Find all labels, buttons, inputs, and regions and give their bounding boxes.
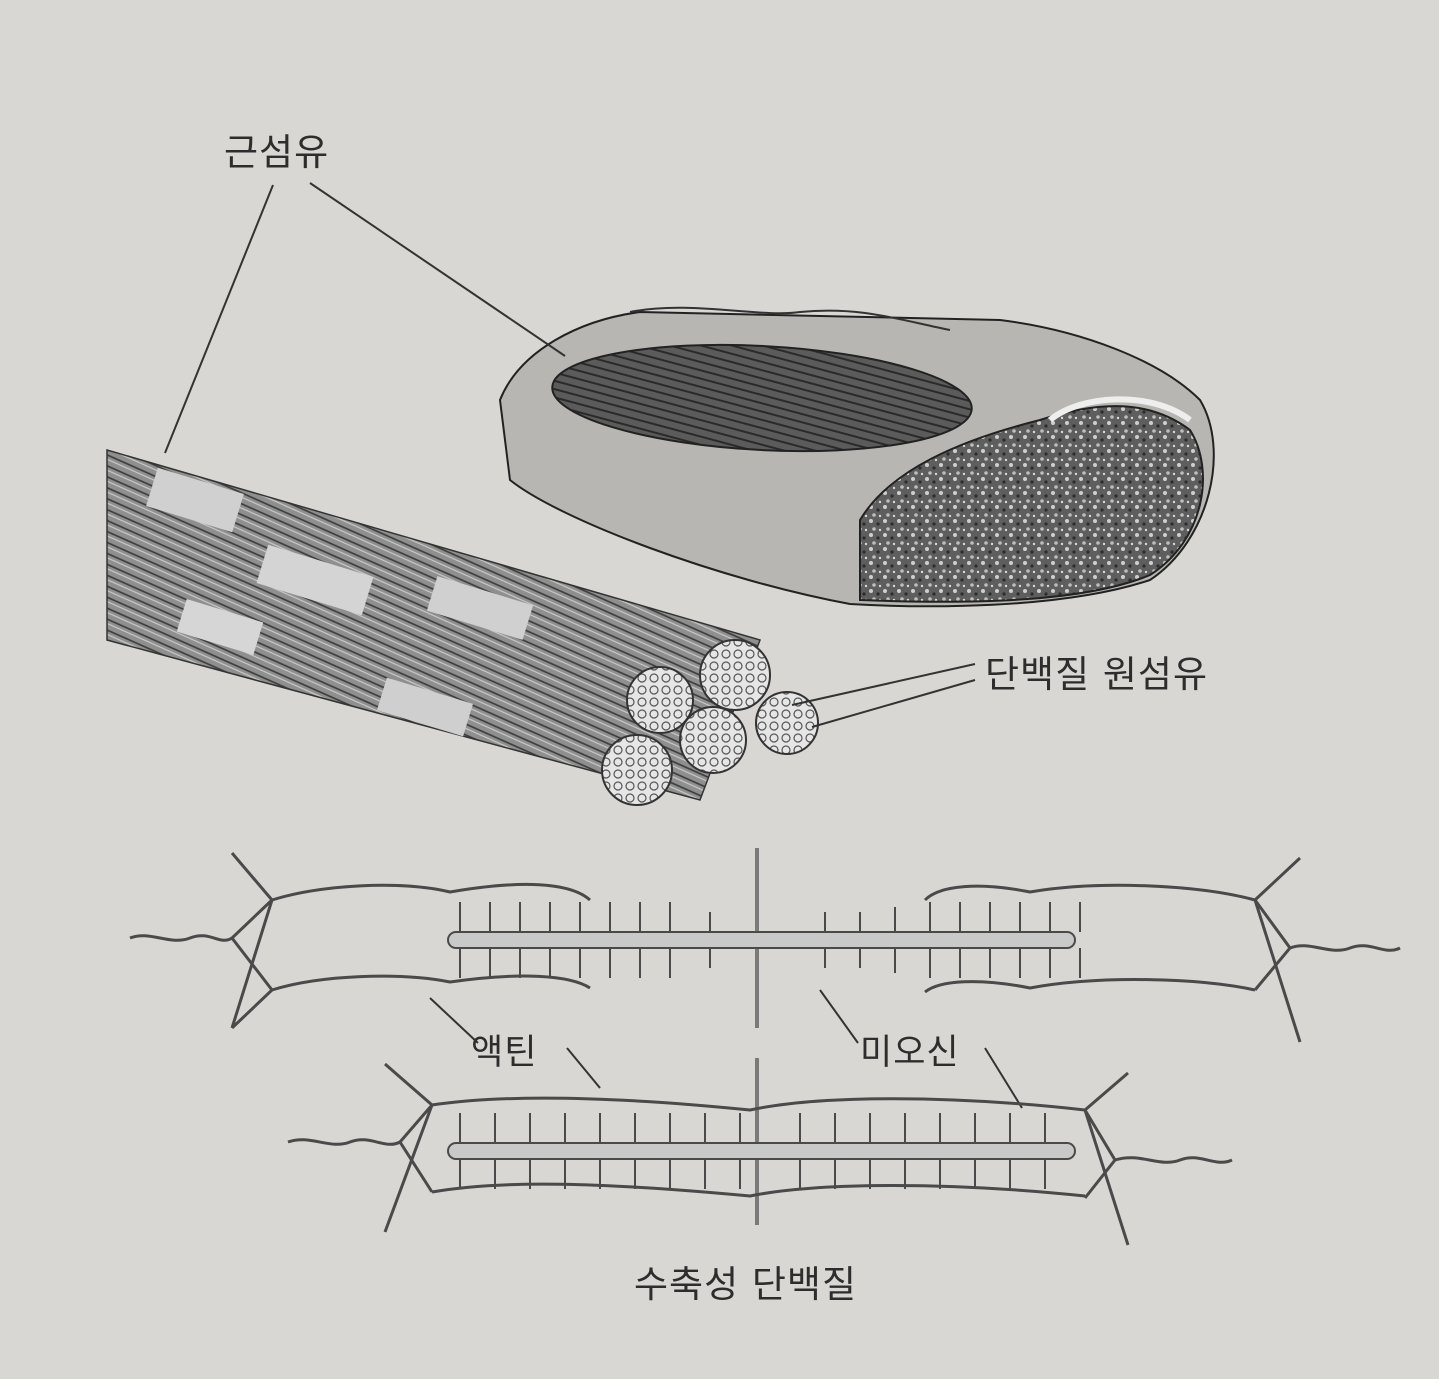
sarcomere-contracted: [287, 1058, 1233, 1246]
fibril-end: [699, 639, 771, 711]
label-myosin: 미오신: [860, 1033, 960, 1073]
fibril-end: [626, 666, 694, 734]
leader-lines: [164, 182, 1023, 1109]
label-muscle-fiber: 근섬유: [224, 131, 330, 174]
myosin-heads-relaxed: [459, 902, 1081, 978]
fiber-cross-section: [551, 343, 973, 453]
caption-contractile-proteins: 수축성 단백질: [634, 1263, 858, 1306]
sarcomere-relaxed: [129, 848, 1401, 1043]
fibril-end: [679, 706, 747, 774]
label-actin: 액틴: [471, 1033, 538, 1073]
cut-bone-end: [859, 405, 1204, 603]
muscle-sheath: [498, 306, 1215, 608]
fibril-end: [755, 691, 819, 755]
fibril-end: [601, 734, 673, 806]
myosin-heads-contracted: [459, 1113, 1046, 1189]
label-protein-fibril: 단백질 원섬유: [985, 653, 1209, 696]
myofibril-bundle: [106, 449, 819, 806]
